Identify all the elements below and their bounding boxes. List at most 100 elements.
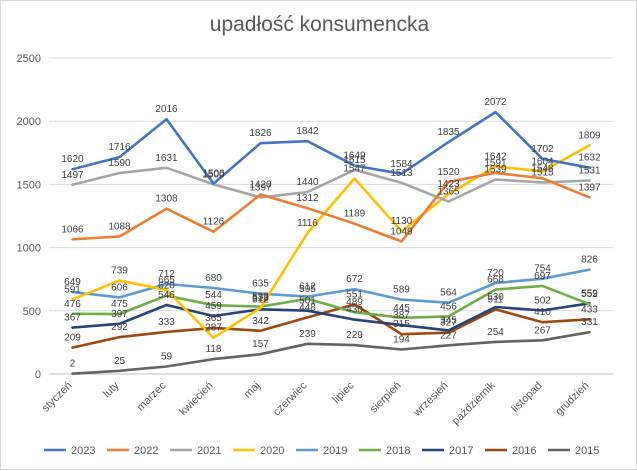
data-label-2015-luty: 25 bbox=[114, 356, 126, 367]
series-line-2022 bbox=[71, 171, 591, 243]
x-tick-label-kwiecien: kwiecień bbox=[177, 380, 215, 418]
data-label-2015-czerwiec: 239 bbox=[299, 329, 316, 340]
data-label-2015-maj: 157 bbox=[252, 339, 269, 350]
data-label-2020-wrzesien: 1423 bbox=[437, 179, 460, 190]
data-label-2017-grudzien: 559 bbox=[581, 288, 598, 299]
data-label-2015-lipiec: 229 bbox=[346, 330, 363, 341]
data-label-2017-luty: 397 bbox=[111, 309, 128, 320]
data-label-2020-luty: 739 bbox=[111, 266, 128, 277]
data-label-2022-listopad: 1548 bbox=[531, 163, 554, 174]
data-label-2019-styczen: 649 bbox=[64, 277, 81, 288]
legend-label-2020: 2020 bbox=[260, 445, 284, 457]
data-label-2018-maj: 533 bbox=[252, 292, 269, 303]
data-label-2017-marzec: 546 bbox=[158, 290, 175, 301]
x-tick-label-maj: maj bbox=[242, 380, 263, 401]
y-tick-label-1000: 1000 bbox=[17, 243, 41, 255]
series-line-2017 bbox=[71, 301, 591, 332]
legend-label-2015: 2015 bbox=[575, 445, 599, 457]
series-line-2016 bbox=[71, 303, 591, 349]
data-labels: 1620 1716 2016 1506 1826 1842 1649 1584 1835 2072… bbox=[61, 97, 601, 370]
data-label-2022-maj: 1420 bbox=[249, 180, 272, 191]
data-label-2016-sierpien: 315 bbox=[393, 319, 410, 330]
data-label-2023-sierpien: 1584 bbox=[390, 159, 413, 170]
data-label-2022-lipiec: 1189 bbox=[344, 209, 366, 220]
y-tick-label-2500: 2500 bbox=[17, 53, 41, 65]
data-label-2022-styczen: 1066 bbox=[61, 224, 84, 235]
data-label-2015-wrzesien: 227 bbox=[440, 330, 457, 341]
x-tick-label-luty: luty bbox=[101, 379, 122, 400]
legend-label-2019: 2019 bbox=[323, 445, 347, 457]
data-label-2018-kwiecien: 544 bbox=[205, 290, 222, 301]
data-label-2022-luty: 1088 bbox=[108, 221, 131, 232]
data-label-2020-maj: 523 bbox=[252, 293, 269, 304]
data-label-2020-styczen: 591 bbox=[64, 284, 81, 295]
series-lines bbox=[71, 110, 591, 376]
data-label-2018-lipiec: 489 bbox=[346, 297, 363, 308]
data-label-2023-grudzien: 1632 bbox=[578, 153, 601, 164]
data-label-2020-marzec: 665 bbox=[158, 275, 175, 286]
data-label-2022-kwiecien: 1126 bbox=[203, 217, 225, 228]
series-line-2018 bbox=[71, 284, 591, 320]
data-label-2015-grudzien: 331 bbox=[581, 317, 598, 328]
data-label-2019-czerwiec: 612 bbox=[299, 282, 316, 293]
data-label-2020-kwiecien: 287 bbox=[205, 323, 222, 334]
data-label-2017-wrzesien: 345 bbox=[440, 315, 457, 326]
data-label-2023-luty: 1716 bbox=[108, 142, 131, 153]
legend-label-2023: 2023 bbox=[71, 445, 95, 457]
x-tick-label-styczen: styczeń bbox=[40, 380, 75, 415]
data-label-2018-styczen: 476 bbox=[64, 299, 81, 310]
x-tick-label-lipiec: lipiec bbox=[330, 379, 357, 406]
data-label-2020-grudzien: 1809 bbox=[578, 130, 601, 141]
x-tick-label-pazdziernik: październik bbox=[450, 379, 498, 427]
data-label-2016-wrzesien: 327 bbox=[440, 318, 457, 329]
data-label-2022-pazdziernik: 1591 bbox=[484, 158, 507, 169]
data-label-2019-grudzien: 826 bbox=[581, 255, 598, 266]
data-label-2016-lipiec: 551 bbox=[346, 289, 363, 300]
data-label-2023-kwiecien: 1506 bbox=[202, 169, 225, 180]
x-axis-ticks: styczeń luty marzec kwiecień maj czerwiec lipi… bbox=[40, 379, 592, 427]
data-label-2021-marzec: 1631 bbox=[155, 153, 178, 164]
legend-label-2021: 2021 bbox=[197, 445, 221, 457]
data-label-2022-wrzesien: 1520 bbox=[437, 167, 460, 178]
data-label-2017-listopad: 502 bbox=[534, 296, 551, 307]
y-tick-label-1500: 1500 bbox=[17, 179, 41, 191]
legend: 2023 2022 2021 2020 2019 2018 2017 2016 2015 bbox=[44, 445, 599, 457]
y-tick-label-0: 0 bbox=[35, 369, 41, 381]
series-line-2015 bbox=[71, 330, 591, 376]
data-label-2019-luty: 606 bbox=[111, 282, 128, 293]
data-label-2016-marzec: 333 bbox=[158, 317, 175, 328]
data-label-2015-sierpien: 194 bbox=[393, 334, 410, 345]
series-line-2021 bbox=[71, 166, 591, 203]
x-tick-label-czerwiec: czerwiec bbox=[271, 379, 310, 418]
data-label-2019-wrzesien: 564 bbox=[440, 288, 457, 299]
data-label-2023-maj: 1826 bbox=[249, 128, 272, 139]
series-line-2023 bbox=[71, 110, 591, 185]
data-label-2016-luty: 292 bbox=[111, 322, 128, 333]
data-label-2018-czerwiec: 595 bbox=[299, 284, 316, 295]
data-label-2016-kwiecien: 365 bbox=[205, 313, 222, 324]
data-label-2020-pazdziernik: 1642 bbox=[484, 151, 507, 162]
y-tick-label-2000: 2000 bbox=[17, 116, 41, 128]
chart-title: upadłość konsumencka bbox=[209, 13, 430, 36]
x-tick-label-marzec: marzec bbox=[135, 379, 169, 413]
data-label-2016-czerwiec: 448 bbox=[299, 302, 316, 313]
data-label-2021-maj: 1397 bbox=[249, 182, 272, 193]
data-label-2015-styczen: 2 bbox=[70, 359, 76, 370]
x-tick-label-sierpien: sierpień bbox=[368, 380, 404, 416]
data-label-2017-styczen: 367 bbox=[64, 313, 81, 324]
data-label-2019-sierpien: 589 bbox=[393, 285, 410, 296]
data-label-2015-kwiecien: 118 bbox=[206, 344, 222, 355]
data-label-2022-czerwiec: 1312 bbox=[296, 193, 319, 204]
data-label-2020-czerwiec: 1116 bbox=[297, 218, 318, 229]
data-label-2018-luty: 475 bbox=[111, 299, 128, 310]
data-label-2023-listopad: 1702 bbox=[531, 144, 554, 155]
data-label-2018-pazdziernik: 668 bbox=[487, 275, 504, 286]
data-label-2021-kwiecien: 1500 bbox=[202, 169, 225, 180]
data-label-2015-marzec: 59 bbox=[161, 352, 173, 363]
data-label-2020-sierpien: 1130 bbox=[391, 216, 413, 227]
data-label-2021-sierpien: 1513 bbox=[390, 168, 413, 179]
data-label-2021-listopad: 1515 bbox=[531, 168, 554, 179]
data-label-2016-styczen: 209 bbox=[64, 333, 81, 344]
data-label-2021-wrzesien: 1365 bbox=[437, 186, 460, 197]
